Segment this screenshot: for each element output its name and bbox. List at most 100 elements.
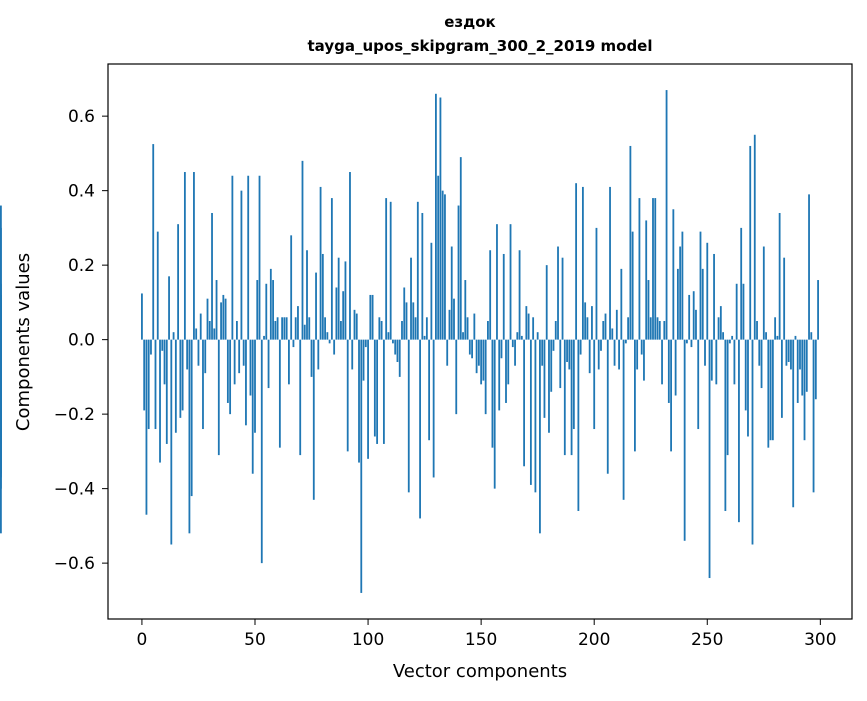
bar-177 <box>541 339 544 366</box>
bar-256 <box>719 306 722 340</box>
bar-181 <box>550 339 553 392</box>
bar-184 <box>557 246 559 340</box>
bar-248 <box>701 268 704 340</box>
bar-60 <box>276 317 279 340</box>
bar-21 <box>188 339 191 534</box>
bar-224 <box>647 280 650 340</box>
bar-263 <box>735 283 738 340</box>
bar-100 <box>367 339 369 459</box>
bar-170 <box>525 306 528 340</box>
bar-131 <box>437 175 440 340</box>
bar-136 <box>448 309 451 340</box>
bar-74 <box>308 317 311 340</box>
bar-261 <box>731 335 734 340</box>
bar-80 <box>321 253 324 340</box>
bar-13 <box>170 339 173 545</box>
bar-73 <box>306 250 308 340</box>
bar-284 <box>783 257 786 340</box>
bar-237 <box>676 268 679 340</box>
bar-210 <box>615 309 618 340</box>
bar-55 <box>265 283 268 340</box>
bar-289 <box>794 335 797 340</box>
bar-3 <box>147 339 150 430</box>
bar-269 <box>749 145 752 340</box>
bar-194 <box>579 339 582 355</box>
bar-2 <box>145 339 148 515</box>
bar-178 <box>543 339 546 418</box>
bar-211 <box>618 339 620 370</box>
bar-125 <box>423 335 426 340</box>
bar-166 <box>516 332 519 340</box>
bar-92 <box>349 172 351 340</box>
bar-163 <box>509 224 512 340</box>
bar-105 <box>378 317 381 340</box>
bar-167 <box>518 250 521 340</box>
bar-4 <box>150 339 152 355</box>
bar-288 <box>792 339 795 508</box>
bar-285 <box>785 339 788 366</box>
bar-31 <box>211 212 213 340</box>
bar-49 <box>251 339 254 474</box>
bar-43 <box>238 339 241 374</box>
bar-88 <box>340 321 342 340</box>
bar-222 <box>643 339 645 381</box>
bar-124 <box>421 212 424 340</box>
bar-115 <box>401 321 403 340</box>
bar-127 <box>428 339 431 441</box>
bar-132 <box>439 97 442 340</box>
bar-162 <box>507 339 510 385</box>
bar-41 <box>233 339 236 385</box>
bar-113 <box>396 339 399 362</box>
x-tick-label: 0 <box>137 630 148 650</box>
bar-114 <box>398 339 401 377</box>
bar-118 <box>407 339 410 493</box>
bar-149 <box>477 339 480 366</box>
bar-111 <box>392 339 394 344</box>
bar-22 <box>190 339 193 497</box>
bar-134 <box>444 194 446 340</box>
bar-227 <box>654 198 657 340</box>
bar-238 <box>679 246 682 340</box>
bar-23 <box>193 172 195 340</box>
bar-276 <box>765 332 767 340</box>
bar-197 <box>586 317 589 340</box>
bar-133 <box>441 190 444 340</box>
bar-176 <box>539 339 541 534</box>
bar-229 <box>658 321 661 340</box>
bar-217 <box>631 231 634 340</box>
bar-270 <box>751 339 754 545</box>
bar-121 <box>414 317 417 340</box>
bar-83 <box>328 339 331 344</box>
bar-294 <box>805 339 808 392</box>
bar-48 <box>249 339 252 396</box>
bar-180 <box>548 339 550 433</box>
bar-271 <box>753 134 756 340</box>
bar-89 <box>342 291 345 340</box>
bar-138 <box>453 298 455 340</box>
bar-202 <box>597 339 600 370</box>
bar-179 <box>545 265 548 340</box>
bar-58 <box>272 280 274 340</box>
bar-72 <box>303 324 306 340</box>
bar-109 <box>387 332 390 340</box>
bar-298 <box>814 339 817 400</box>
x-axis-ticks: 0 50 100 150 200 250 300 <box>137 619 837 650</box>
bar-69 <box>297 306 299 340</box>
bar-203 <box>600 339 602 351</box>
bar-216 <box>629 145 632 340</box>
bar-174 <box>534 339 537 493</box>
bar-333 <box>0 339 2 437</box>
bar-249 <box>704 339 706 366</box>
bar-106 <box>380 321 383 340</box>
bar-299 <box>817 280 819 340</box>
bar-40 <box>231 175 234 340</box>
bar-16 <box>177 224 180 340</box>
bar-228 <box>656 317 659 340</box>
bar-28 <box>204 339 207 374</box>
bar-189 <box>568 339 571 370</box>
bar-205 <box>604 313 607 340</box>
bar-260 <box>728 339 731 344</box>
bar-34 <box>217 339 220 456</box>
bar-291 <box>799 339 801 370</box>
